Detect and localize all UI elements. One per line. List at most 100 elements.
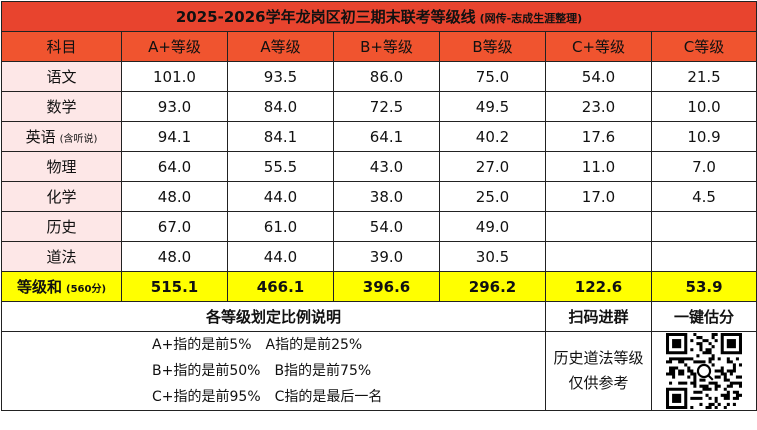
score-cell: 38.0 (333, 181, 440, 212)
subject-label: 英语 (25, 128, 56, 146)
rule-line: B+指的是前50% B指的是前75% (152, 358, 545, 384)
score-cell: 11.0 (545, 151, 652, 182)
subject-note: (含听说) (59, 134, 98, 145)
score-cell: 23.0 (545, 91, 652, 122)
subject-cell: 历史 (1, 211, 122, 242)
subject-cell: 数学 (1, 91, 122, 122)
score-cell: 7.0 (650, 151, 757, 182)
rule-text: A指的是前25% (265, 337, 363, 353)
subject-label: 道法 (46, 248, 77, 266)
score-cell: 64.0 (121, 151, 228, 182)
rules-cell: A+指的是前5% A指的是前25% B+指的是前50% B指的是前75% C+指的是前9… (1, 331, 546, 411)
total-label-cell: 等级和 (560分) (1, 271, 122, 302)
score-cell: 49.5 (439, 91, 546, 122)
estimate-label: 一键估分 (650, 301, 757, 332)
score-cell: 101.0 (121, 61, 228, 92)
score-cell (545, 241, 652, 272)
score-cell: 93.5 (227, 61, 334, 92)
score-cell: 44.0 (227, 241, 334, 272)
score-cell: 94.1 (121, 121, 228, 152)
rules-title: 各等级划定比例说明 (1, 301, 546, 332)
subject-label: 数学 (46, 98, 77, 116)
rules-list: A+指的是前5% A指的是前25% B+指的是前50% B指的是前75% C+指的是前9… (2, 332, 545, 410)
subject-cell: 道法 (1, 241, 122, 272)
total-score-cell: 122.6 (545, 271, 652, 302)
note-row: A+指的是前5% A指的是前25% B+指的是前50% B指的是前75% C+指的是前9… (1, 331, 757, 411)
subject-cell: 物理 (1, 151, 122, 182)
qr-code-icon[interactable] (666, 333, 743, 409)
subject-label: 物理 (46, 158, 77, 176)
score-cell: 48.0 (121, 241, 228, 272)
score-cell: 10.9 (650, 121, 757, 152)
table-row: 历史 67.0 61.0 54.0 49.0 (1, 211, 757, 242)
score-cell: 17.0 (545, 181, 652, 212)
side-note-line: 仅供参考 (568, 374, 629, 392)
score-cell: 40.2 (439, 121, 546, 152)
title-row: 2025-2026学年龙岗区初三期末联考等级线 (网传-志成生涯整理) (0, 1, 757, 32)
table-row: 语文 101.0 93.5 86.0 75.0 54.0 21.5 (1, 61, 757, 92)
score-cell: 43.0 (333, 151, 440, 182)
score-cell: 75.0 (439, 61, 546, 92)
grade-table: 2025-2026学年龙岗区初三期末联考等级线 (网传-志成生涯整理) 科目 A+等… (0, 1, 757, 411)
side-note-line: 历史道法等级 (553, 349, 644, 367)
header-row: 科目 A+等级 A等级 B+等级 B等级 C+等级 C等级 (1, 31, 757, 62)
table-row: 道法 48.0 44.0 39.0 30.5 (1, 241, 757, 272)
score-cell: 72.5 (333, 91, 440, 122)
column-header: A等级 (227, 31, 334, 62)
total-score-cell: 396.6 (333, 271, 440, 302)
score-cell: 86.0 (333, 61, 440, 92)
score-cell: 30.5 (439, 241, 546, 272)
score-cell (650, 211, 757, 242)
score-cell (650, 241, 757, 272)
page-title-cell: 2025-2026学年龙岗区初三期末联考等级线 (网传-志成生涯整理) (0, 1, 757, 32)
subject-cell: 语文 (1, 61, 122, 92)
score-cell: 54.0 (333, 211, 440, 242)
score-cell: 44.0 (227, 181, 334, 212)
table-row: 英语 (含听说) 94.1 84.1 64.1 40.2 17.6 10.9 (1, 121, 757, 152)
score-cell: 49.0 (439, 211, 546, 242)
column-header: C等级 (650, 31, 757, 62)
column-header: B+等级 (333, 31, 440, 62)
score-cell: 55.5 (227, 151, 334, 182)
rule-text: B指的是前75% (274, 363, 372, 379)
total-score-cell: 296.2 (439, 271, 546, 302)
total-row: 等级和 (560分) 515.1 466.1 396.6 296.2 122.6 53.9 (1, 271, 757, 302)
table-row: 化学 48.0 44.0 38.0 25.0 17.0 4.5 (1, 181, 757, 212)
page-title: 2025-2026学年龙岗区初三期末联考等级线 (175, 8, 476, 26)
score-cell: 93.0 (121, 91, 228, 122)
rule-text: C指的是最后一名 (274, 389, 383, 405)
side-note-cell: 历史道法等级 仅供参考 (545, 331, 652, 411)
score-cell: 17.6 (545, 121, 652, 152)
column-header: B等级 (439, 31, 546, 62)
rule-text: B+指的是前50% (152, 363, 261, 379)
title-note: (网传-志成生涯整理) (479, 12, 583, 25)
score-cell: 27.0 (439, 151, 546, 182)
score-cell (545, 211, 652, 242)
rule-text: A+指的是前5% (152, 337, 252, 353)
total-score-cell: 466.1 (227, 271, 334, 302)
column-header: 科目 (1, 31, 122, 62)
column-header: A+等级 (121, 31, 228, 62)
score-cell: 84.1 (227, 121, 334, 152)
column-header: C+等级 (545, 31, 652, 62)
qr-cell (650, 331, 757, 411)
subject-label: 历史 (46, 218, 77, 236)
subject-cell: 英语 (含听说) (1, 121, 122, 152)
scan-label: 扫码进群 (545, 301, 652, 332)
total-score-cell: 515.1 (121, 271, 228, 302)
rule-line: C+指的是前95% C指的是最后一名 (152, 384, 545, 410)
score-cell: 21.5 (650, 61, 757, 92)
table-row: 物理 64.0 55.5 43.0 27.0 11.0 7.0 (1, 151, 757, 182)
total-label: 等级和 (16, 278, 62, 296)
score-cell: 48.0 (121, 181, 228, 212)
table-row: 数学 93.0 84.0 72.5 49.5 23.0 10.0 (1, 91, 757, 122)
score-cell: 4.5 (650, 181, 757, 212)
rule-line: A+指的是前5% A指的是前25% (152, 332, 545, 358)
score-cell: 84.0 (227, 91, 334, 122)
score-cell: 10.0 (650, 91, 757, 122)
score-cell: 39.0 (333, 241, 440, 272)
total-score-cell: 53.9 (650, 271, 757, 302)
score-cell: 25.0 (439, 181, 546, 212)
rule-text: C+指的是前95% (152, 389, 261, 405)
